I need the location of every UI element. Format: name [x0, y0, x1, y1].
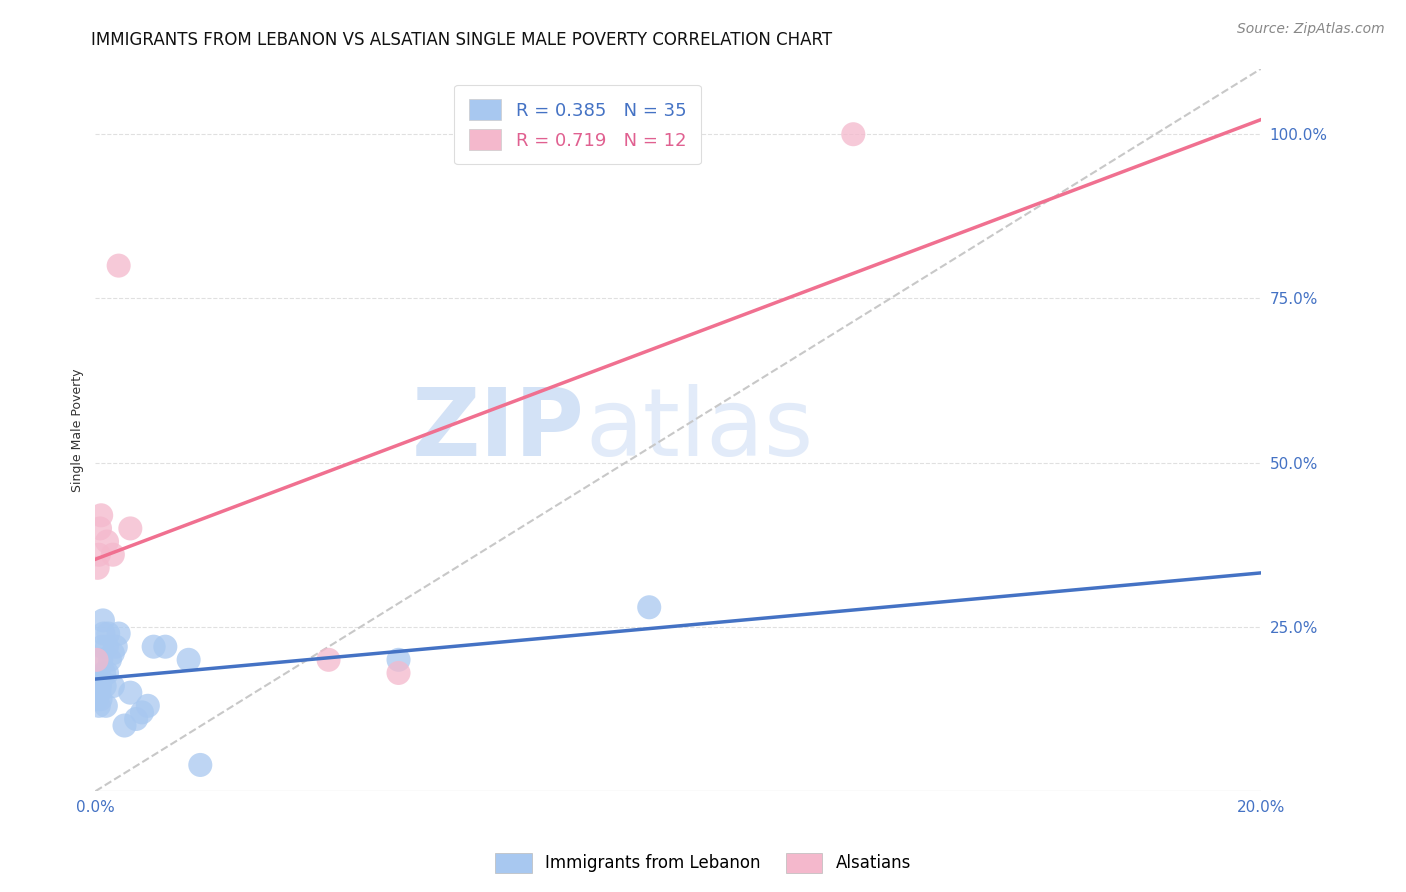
Point [101, 646, 124, 660]
Point [86, 673, 108, 687]
Point [96, 534, 118, 549]
Point [86, 692, 108, 706]
Point [89, 521, 111, 535]
Point [87, 698, 110, 713]
Point [89, 679, 111, 693]
Point [177, 653, 200, 667]
Point [91, 614, 114, 628]
Point [104, 640, 127, 654]
Point [318, 653, 340, 667]
Point [136, 698, 159, 713]
Point [94, 698, 117, 713]
Point [93, 679, 115, 693]
Point [97, 626, 120, 640]
Point [86, 653, 108, 667]
Point [86, 561, 108, 575]
Point [188, 758, 211, 772]
Point [86, 679, 108, 693]
Point [90, 653, 112, 667]
Text: IMMIGRANTS FROM LEBANON VS ALSATIAN SINGLE MALE POVERTY CORRELATION CHART: IMMIGRANTS FROM LEBANON VS ALSATIAN SING… [91, 31, 832, 49]
Text: atlas: atlas [585, 384, 813, 475]
Point [91, 640, 114, 654]
Point [101, 548, 124, 562]
Point [90, 692, 112, 706]
Y-axis label: Single Male Poverty: Single Male Poverty [72, 368, 84, 491]
Point [125, 712, 148, 726]
Point [842, 127, 865, 141]
Point [120, 686, 142, 700]
Point [101, 679, 124, 693]
Point [107, 259, 129, 273]
Text: ZIP: ZIP [412, 384, 585, 475]
Point [90, 673, 112, 687]
Text: Source: ZipAtlas.com: Source: ZipAtlas.com [1237, 22, 1385, 37]
Point [120, 521, 142, 535]
Point [90, 508, 112, 523]
Point [387, 653, 409, 667]
Point [98, 653, 121, 667]
Point [96, 640, 118, 654]
Point [87, 686, 110, 700]
Point [638, 600, 661, 615]
Legend: Immigrants from Lebanon, Alsatians: Immigrants from Lebanon, Alsatians [488, 847, 918, 880]
Legend: R = 0.385   N = 35, R = 0.719   N = 12: R = 0.385 N = 35, R = 0.719 N = 12 [454, 85, 700, 164]
Point [142, 640, 165, 654]
Point [114, 718, 136, 732]
Point [89, 686, 111, 700]
Point [93, 626, 115, 640]
Point [87, 548, 110, 562]
Point [131, 706, 153, 720]
Point [96, 665, 118, 680]
Point [93, 665, 115, 680]
Point [387, 665, 409, 680]
Point [107, 626, 129, 640]
Point [155, 640, 177, 654]
